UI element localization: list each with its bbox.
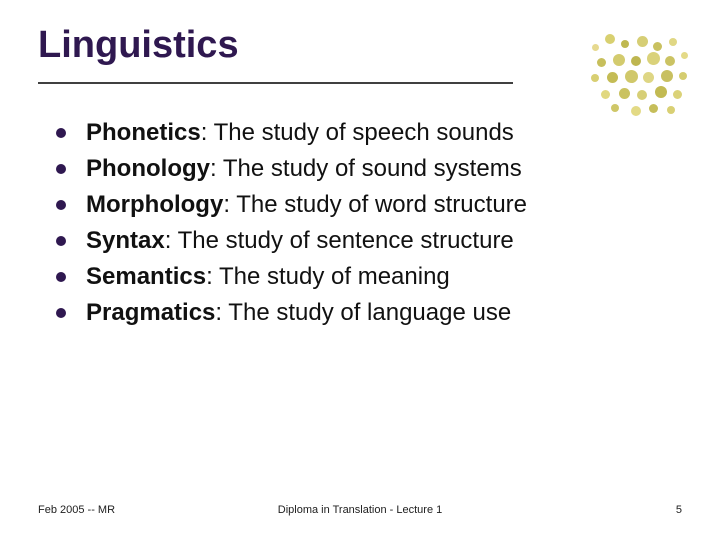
decoration-dot (643, 72, 654, 83)
list-item: Syntax: The study of sentence structure (56, 226, 680, 256)
list-item-text: Phonetics: The study of speech sounds (86, 118, 514, 148)
list-item: Pragmatics: The study of language use (56, 298, 680, 328)
decoration-dot (619, 88, 630, 99)
list-item-def: : The study of sound systems (210, 155, 522, 182)
decoration-dot (655, 86, 667, 98)
decoration-dot (681, 52, 688, 59)
decoration-dot (679, 72, 687, 80)
decoration-dot (601, 90, 610, 99)
list-item-term: Pragmatics (86, 299, 215, 326)
slide: Linguistics Phonetics: The study of spee… (0, 0, 720, 540)
decoration-dot (637, 90, 647, 100)
list-item-def: : The study of word structure (223, 191, 527, 218)
list-item: Semantics: The study of meaning (56, 262, 680, 292)
decoration-dot (591, 74, 599, 82)
decoration-dot (649, 104, 658, 113)
list-item: Phonology: The study of sound systems (56, 154, 680, 184)
list-item-text: Pragmatics: The study of language use (86, 298, 511, 328)
title-area: Linguistics (38, 24, 682, 73)
footer-center: Diploma in Translation - Lecture 1 (38, 504, 682, 516)
list-item: Phonetics: The study of speech sounds (56, 118, 680, 148)
list-item-text: Syntax: The study of sentence structure (86, 226, 514, 256)
list-item-def: : The study of meaning (206, 263, 450, 290)
bullet-icon (56, 236, 66, 246)
list-item-text: Morphology: The study of word structure (86, 190, 527, 220)
list-item-def: : The study of language use (215, 299, 511, 326)
decoration-dot (673, 90, 682, 99)
list-item-term: Morphology (86, 191, 223, 218)
decoration-dot (611, 104, 619, 112)
bullet-icon (56, 200, 66, 210)
footer-right: 5 (676, 504, 682, 516)
list-item-def: : The study of speech sounds (201, 119, 514, 146)
bullet-icon (56, 164, 66, 174)
bullet-icon (56, 308, 66, 318)
bullet-icon (56, 128, 66, 138)
list-item-term: Syntax (86, 227, 165, 254)
content-area: Phonetics: The study of speech soundsPho… (56, 118, 680, 334)
decoration-dot (607, 72, 618, 83)
decoration-dot (667, 106, 675, 114)
slide-title: Linguistics (38, 24, 682, 73)
decoration-dot (631, 106, 641, 116)
title-underline (38, 82, 513, 84)
list-item-def: : The study of sentence structure (165, 227, 514, 254)
list-item-term: Phonetics (86, 119, 201, 146)
list-item-term: Phonology (86, 155, 210, 182)
list-item-text: Semantics: The study of meaning (86, 262, 450, 292)
bullet-icon (56, 272, 66, 282)
list-item-term: Semantics (86, 263, 206, 290)
list-item: Morphology: The study of word structure (56, 190, 680, 220)
list-item-text: Phonology: The study of sound systems (86, 154, 522, 184)
footer: Feb 2005 -- MR Diploma in Translation - … (38, 504, 682, 516)
